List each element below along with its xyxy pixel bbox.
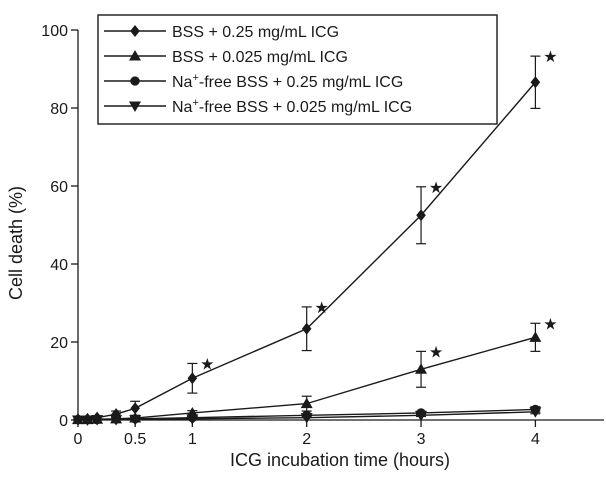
significance-star: ★ <box>543 316 557 333</box>
data-point <box>415 363 428 374</box>
y-tick-label: 80 <box>50 101 68 118</box>
legend-label: Na+-free BSS + 0.025 mg/mL ICG <box>172 97 412 116</box>
data-point <box>186 414 199 425</box>
data-point <box>416 209 426 222</box>
series-layer: ★★★★★★ <box>72 49 558 426</box>
series-4 <box>72 407 542 426</box>
legend-marker <box>130 76 140 86</box>
series-line <box>77 81 536 420</box>
legend-label: BSS + 0.025 mg/mL ICG <box>172 49 348 66</box>
data-point <box>72 415 84 426</box>
significance-star: ★ <box>429 180 443 197</box>
data-point <box>130 402 140 415</box>
significance-star: ★ <box>200 356 214 373</box>
data-point <box>529 407 542 418</box>
y-tick-label: 40 <box>50 257 68 274</box>
x-tick-label: 3 <box>417 431 426 448</box>
y-axis-label: Cell death (%) <box>6 186 26 300</box>
data-point <box>81 415 94 426</box>
legend-item: BSS + 0.025 mg/mL ICG <box>104 49 348 66</box>
x-tick-label: 4 <box>531 431 540 448</box>
data-point <box>110 415 123 426</box>
data-point <box>129 415 142 426</box>
significance-star: ★ <box>429 344 443 361</box>
axes: 0 20 40 60 80 100 0 0.5 1 2 3 4 <box>41 23 604 448</box>
data-point <box>301 322 312 335</box>
legend-label: BSS + 0.25 mg/mL ICG <box>172 24 339 41</box>
y-tick-label: 100 <box>41 23 68 40</box>
data-point <box>529 331 542 342</box>
data-point <box>530 76 541 89</box>
legend-label: Na+-free BSS + 0.25 mg/mL ICG <box>172 72 403 91</box>
significance-star: ★ <box>315 300 329 317</box>
y-tick-label: 0 <box>59 413 68 430</box>
data-point <box>415 410 428 422</box>
data-point <box>300 413 313 424</box>
data-point <box>187 372 198 385</box>
series-2: ★★ <box>72 316 558 425</box>
significance-star: ★ <box>543 49 557 66</box>
x-tick-label: 1 <box>188 431 197 448</box>
x-tick-label: 0 <box>74 431 83 448</box>
legend-item: Na+-free BSS + 0.25 mg/mL ICG <box>104 72 403 91</box>
legend-marker <box>129 101 141 112</box>
y-tick-label: 20 <box>50 335 68 352</box>
legend-marker <box>129 50 141 61</box>
x-tick-label: 0.5 <box>124 431 146 448</box>
y-tick-label: 60 <box>50 179 68 196</box>
x-tick-label: 2 <box>302 431 311 448</box>
legend-marker <box>130 25 140 37</box>
x-axis-label: ICG incubation time (hours) <box>230 450 450 470</box>
legend: BSS + 0.25 mg/mL ICG BSS + 0.025 mg/mL IC… <box>97 14 498 125</box>
data-point <box>300 397 313 409</box>
data-point <box>91 415 104 426</box>
legend-item: BSS + 0.25 mg/mL ICG <box>104 24 339 41</box>
legend-item: Na+-free BSS + 0.025 mg/mL ICG <box>104 97 412 116</box>
